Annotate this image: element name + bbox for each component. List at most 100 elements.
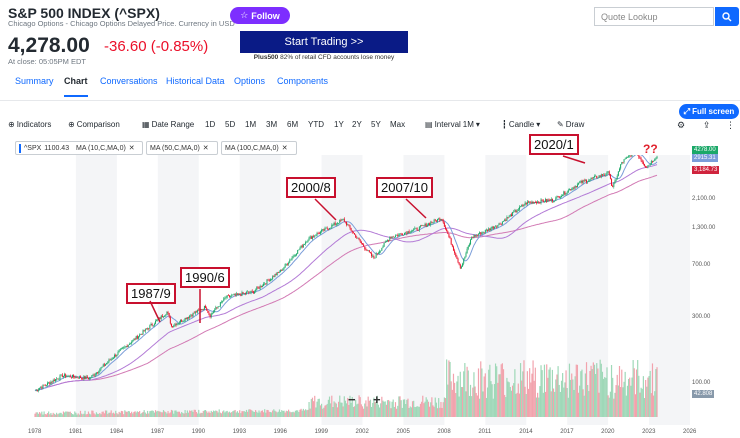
range-2y[interactable]: 2Y — [352, 120, 362, 129]
volume-bar — [614, 392, 616, 417]
candle-body — [304, 243, 306, 245]
volume-bar — [622, 387, 624, 417]
chart-type-select[interactable]: ┇ Candle ▾ — [502, 120, 540, 129]
candle-body — [286, 263, 288, 265]
search-input[interactable]: Quote Lookup — [594, 7, 714, 26]
candle-body — [517, 209, 519, 211]
legend-symbol[interactable]: ^SPX 1100.43 — [15, 141, 143, 155]
candle-body — [506, 217, 508, 221]
legend-ma2[interactable]: MA (50,C,MA,0) ✕ — [146, 141, 218, 155]
range-1m[interactable]: 1M — [245, 120, 257, 129]
follow-button[interactable]: ☆ Follow — [230, 7, 290, 24]
close-icon[interactable]: ✕ — [202, 145, 209, 152]
candle-body — [457, 258, 459, 263]
volume-bar — [482, 391, 484, 417]
tab-conversations[interactable]: Conversations — [100, 76, 158, 86]
candle-body — [617, 171, 619, 176]
y-tick-label: 1,300.00 — [692, 224, 716, 231]
volume-bar — [198, 409, 200, 417]
candle-body — [608, 171, 610, 175]
candle-body — [425, 223, 427, 227]
draw-button[interactable]: ✎ Draw — [557, 120, 584, 129]
range-5y[interactable]: 5Y — [371, 120, 381, 129]
x-tick-label: 1984 — [110, 429, 124, 435]
close-icon[interactable]: ✕ — [281, 145, 288, 152]
range-1d[interactable]: 1D — [205, 120, 216, 129]
range-3m[interactable]: 3M — [266, 120, 278, 129]
candle-body — [130, 343, 132, 345]
candle-body — [236, 293, 238, 295]
volume-bar — [294, 410, 297, 417]
range-max[interactable]: Max — [390, 120, 406, 129]
range-ytd[interactable]: YTD — [308, 120, 324, 129]
indicators-button[interactable]: ⊕ Indicators — [8, 120, 51, 129]
range-5d[interactable]: 5D — [225, 120, 236, 129]
price-chart[interactable]: 1978 1981 1984 1987 1990 1993 1996 1999 2002 2005… — [0, 155, 740, 438]
legend-ma1[interactable]: MA (10,C,MA,0) ✕ — [73, 141, 143, 155]
volume-bar — [285, 410, 287, 417]
candle-body — [607, 171, 609, 172]
date-range-button[interactable]: ▦ Date Range — [142, 120, 194, 129]
candle-body — [376, 253, 378, 254]
candle-body — [505, 219, 507, 221]
candle-body — [606, 171, 608, 175]
candle-body — [394, 235, 396, 237]
volume-bar — [217, 412, 219, 417]
tab-historical-data[interactable]: Historical Data — [166, 76, 225, 86]
zoom-out-button[interactable]: − — [348, 392, 356, 407]
legend-ma3[interactable]: MA (100,C,MA,0) ✕ — [221, 141, 297, 155]
volume-bar — [92, 410, 94, 417]
zoom-in-button[interactable]: + — [373, 392, 381, 407]
candle-body — [389, 237, 391, 241]
tab-chart[interactable]: Chart — [64, 76, 88, 97]
candle-body — [549, 199, 551, 201]
volume-bar — [359, 397, 361, 417]
search-button[interactable] — [715, 7, 739, 26]
volume-bar — [164, 411, 166, 417]
more-icon[interactable]: ⋮ — [726, 120, 735, 130]
tab-options[interactable]: Options — [234, 76, 266, 86]
tab-components[interactable]: Components — [277, 76, 329, 86]
volume-bar — [148, 413, 150, 417]
candle-body — [193, 312, 195, 314]
candle-body — [624, 158, 626, 160]
candle-body — [261, 285, 263, 287]
price-candles — [35, 155, 658, 393]
candle-body — [566, 192, 568, 194]
candle-body — [630, 155, 632, 157]
volume-bar — [548, 369, 550, 417]
candle-body — [290, 259, 292, 261]
settings-icon[interactable]: ⚙ — [677, 120, 686, 130]
volume-bar — [43, 411, 45, 417]
volume-bar — [358, 395, 360, 417]
volume-bar — [544, 391, 547, 417]
volume-bar — [282, 410, 284, 417]
share-icon[interactable]: ⇪ — [703, 120, 711, 130]
volume-bar — [260, 410, 262, 417]
candle-body — [454, 250, 456, 254]
candle-body — [533, 202, 535, 204]
range-1y[interactable]: 1Y — [334, 120, 344, 129]
candle-body — [545, 199, 547, 202]
candle-body — [185, 317, 187, 320]
candle-body — [529, 202, 531, 203]
comparison-button[interactable]: ⊕ Comparison — [68, 120, 120, 129]
volume-bar — [132, 413, 134, 417]
tab-summary[interactable]: Summary — [15, 76, 54, 86]
fullscreen-button[interactable]: ⤢ Full screen — [679, 104, 739, 119]
range-6m[interactable]: 6M — [287, 120, 299, 129]
candle-body — [596, 175, 598, 178]
annotation-1987: 1987/9 — [126, 283, 176, 304]
close-icon[interactable]: ✕ — [128, 145, 135, 152]
interval-select[interactable]: ▤ Interval 1M ▾ — [425, 120, 480, 129]
candle-icon: ┇ — [502, 120, 507, 129]
candle-body — [191, 315, 193, 317]
candle-body — [523, 205, 525, 206]
volume-bar — [656, 367, 658, 417]
candle-body — [432, 222, 434, 224]
candle-body — [330, 227, 332, 229]
candle-body — [591, 177, 593, 179]
candle-body — [252, 291, 254, 294]
ad-start-trading-button[interactable]: Start Trading >> — [240, 31, 408, 53]
candle-body — [233, 294, 235, 295]
